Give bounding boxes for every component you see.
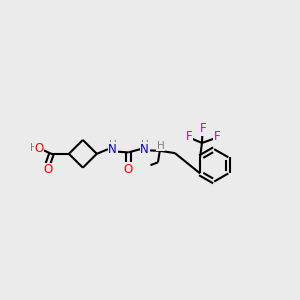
Text: N: N xyxy=(140,143,149,156)
Text: H: H xyxy=(30,143,38,154)
Text: F: F xyxy=(200,122,206,135)
Text: O: O xyxy=(124,163,133,176)
Text: H: H xyxy=(109,140,116,151)
Text: F: F xyxy=(186,130,193,143)
Text: H: H xyxy=(157,141,165,151)
Text: H: H xyxy=(141,140,148,151)
Text: F: F xyxy=(214,130,220,143)
Text: O: O xyxy=(34,142,44,154)
Text: O: O xyxy=(43,164,52,176)
Text: N: N xyxy=(108,143,117,156)
